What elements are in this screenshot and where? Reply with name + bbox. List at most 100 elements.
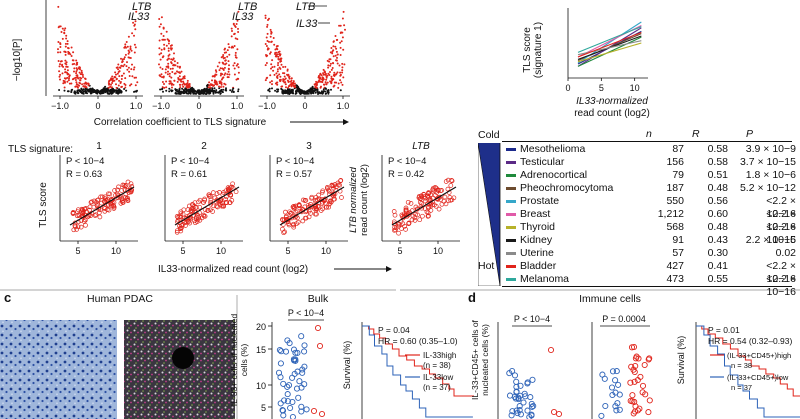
volcano-point bbox=[117, 84, 120, 87]
volcano-point bbox=[128, 51, 131, 54]
volcano-point bbox=[161, 81, 164, 83]
panel-c-point-low bbox=[293, 385, 301, 392]
volcano-point bbox=[271, 59, 274, 62]
volcano-point bbox=[314, 82, 317, 85]
scatter-point bbox=[194, 214, 199, 220]
volcano-point bbox=[322, 68, 325, 71]
volcano-point bbox=[178, 75, 181, 78]
row-cancer-name: Mesothelioma bbox=[520, 143, 586, 155]
panel-d1-point-high bbox=[547, 346, 555, 354]
volcano-point bbox=[342, 76, 345, 79]
volcano-point bbox=[209, 86, 212, 89]
volcano-tick-label: −1.0 bbox=[152, 101, 170, 111]
volcano-point bbox=[339, 24, 342, 27]
volcano-point bbox=[276, 48, 279, 51]
volcano-point bbox=[216, 83, 218, 86]
scatter-point bbox=[420, 213, 425, 219]
volcano-point bbox=[314, 89, 317, 92]
scatter-p: P < 10−4 bbox=[171, 156, 209, 167]
row-p: 2.2 × 10−5 bbox=[745, 234, 796, 246]
volcano-point bbox=[66, 73, 69, 76]
panel-d2-point-high bbox=[632, 355, 639, 362]
panel-c-point-low bbox=[289, 398, 296, 406]
volcano-point bbox=[71, 59, 74, 62]
scatter-point bbox=[179, 225, 184, 231]
volcano-point bbox=[187, 92, 190, 95]
volcano-point bbox=[66, 42, 69, 45]
scatter-point bbox=[422, 194, 427, 199]
volcano-point bbox=[135, 76, 137, 79]
panel-c-survival-curve-high bbox=[362, 325, 474, 397]
volcano-point bbox=[64, 27, 67, 30]
scatter-xtick-label: 10 bbox=[433, 246, 443, 256]
volcano-point bbox=[227, 43, 230, 46]
scatter-point bbox=[219, 203, 225, 209]
lines-series-melanoma bbox=[577, 26, 642, 53]
scatter-point bbox=[294, 208, 300, 214]
volcano-point bbox=[233, 73, 236, 76]
volcano-point bbox=[279, 78, 282, 81]
volcano-point bbox=[330, 77, 333, 80]
volcano-point bbox=[339, 79, 342, 82]
volcano-point bbox=[214, 69, 217, 72]
volcano-point bbox=[182, 82, 185, 85]
volcano-point bbox=[219, 67, 222, 70]
volcano-point bbox=[229, 89, 232, 92]
volcano-point bbox=[271, 87, 273, 90]
panel-d1-point-high bbox=[555, 410, 563, 418]
volcano-point bbox=[332, 85, 335, 88]
scatter-fit-line bbox=[174, 186, 240, 226]
volcano-point bbox=[281, 85, 284, 88]
volcano-point bbox=[131, 32, 134, 35]
volcano-point bbox=[214, 79, 216, 82]
volcano-point bbox=[235, 56, 238, 59]
volcano-point bbox=[332, 78, 335, 81]
volcano-point bbox=[283, 81, 286, 84]
scatter-point bbox=[327, 201, 333, 206]
volcano-tick-label: 1.0 bbox=[231, 101, 244, 111]
scatter-point bbox=[402, 223, 407, 229]
volcano-point bbox=[66, 76, 69, 79]
volcano-point bbox=[327, 72, 330, 75]
volcano-point bbox=[124, 43, 127, 46]
volcano-point bbox=[158, 63, 160, 66]
volcano-point bbox=[123, 63, 126, 66]
volcano-point bbox=[126, 45, 129, 48]
panel-c-p: P < 10−4 bbox=[288, 308, 324, 318]
volcano-point bbox=[158, 53, 161, 56]
scatter-point bbox=[206, 192, 212, 198]
panel-c-survival-p: P = 0.04 bbox=[378, 325, 410, 335]
volcano-point bbox=[118, 70, 121, 73]
panel-c-point-low bbox=[289, 413, 296, 419]
scatter-point bbox=[87, 207, 92, 213]
row-cancer-name: Bladder bbox=[520, 260, 557, 272]
scatter-r: R = 0.61 bbox=[171, 169, 207, 180]
volcano-point bbox=[316, 89, 319, 91]
scatter-point bbox=[75, 224, 81, 230]
scatter-point bbox=[404, 213, 410, 219]
volcano-point bbox=[79, 73, 82, 76]
volcano-point bbox=[237, 88, 240, 91]
volcano-point bbox=[159, 66, 162, 69]
volcano-point bbox=[302, 90, 305, 93]
volcano-point bbox=[59, 78, 61, 81]
lines-ylabel-2: (signature 1) bbox=[533, 22, 544, 78]
volcano-point bbox=[271, 83, 273, 86]
volcano-point bbox=[70, 89, 73, 92]
volcano-point bbox=[275, 72, 278, 75]
scatter-point bbox=[116, 184, 121, 190]
volcano-point bbox=[117, 63, 120, 66]
volcano-point bbox=[107, 89, 110, 92]
table-row: Pheochromocytoma 187 0.48 5.2 × 10−12 bbox=[502, 182, 796, 195]
cold-hot-wedge bbox=[478, 143, 501, 286]
volcano-point bbox=[160, 73, 163, 76]
panel-d1-point-low bbox=[528, 412, 535, 419]
volcano-point bbox=[133, 76, 136, 79]
scatter-point bbox=[96, 205, 101, 211]
volcano1-label-ltb: LTB bbox=[132, 1, 151, 13]
volcano-point bbox=[84, 81, 87, 84]
row-p: 0.02 bbox=[775, 247, 796, 259]
volcano-point bbox=[172, 57, 175, 60]
panel-c-point-low bbox=[298, 408, 305, 415]
volcano-point bbox=[225, 51, 228, 54]
